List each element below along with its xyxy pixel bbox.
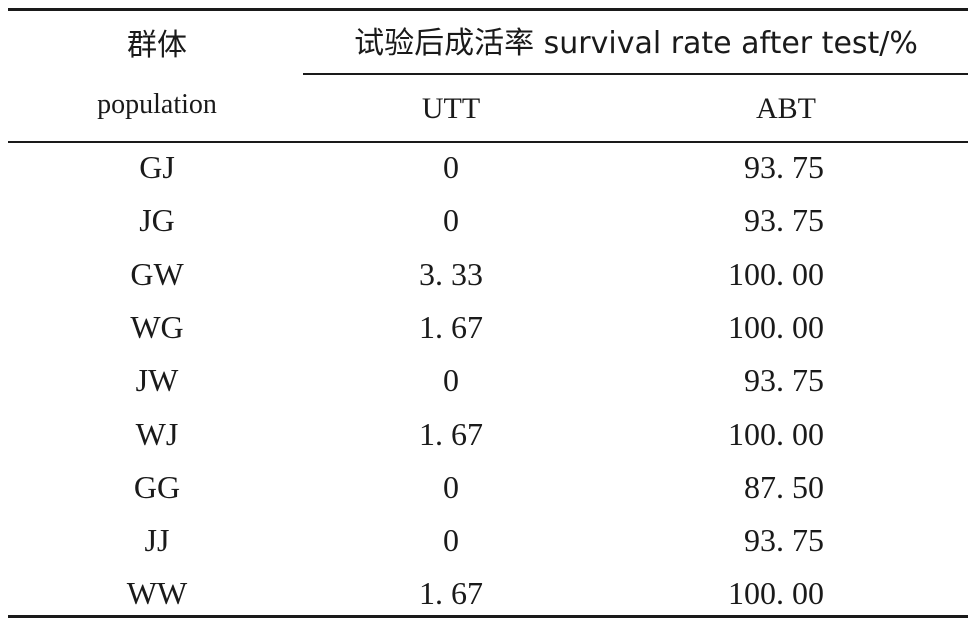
- cell-population: WG: [130, 309, 184, 345]
- cell-population: WJ: [135, 416, 179, 452]
- header-bottom-rule: [8, 141, 968, 143]
- cell-utt: 0: [443, 202, 459, 238]
- cell-population: GJ: [139, 149, 175, 185]
- cell-abt: 93. 75: [744, 522, 824, 558]
- cell-abt: 100. 00: [728, 309, 824, 345]
- cell-utt: 0: [443, 522, 459, 558]
- cell-abt: 93. 75: [744, 362, 824, 398]
- header-abt: ABT: [756, 92, 816, 125]
- cell-utt: 1. 67: [419, 575, 483, 611]
- cell-abt: 100. 00: [728, 575, 824, 611]
- cell-population: WW: [126, 575, 188, 611]
- cell-abt: 93. 75: [744, 149, 824, 185]
- header-population-en: population: [97, 89, 217, 120]
- cell-population: GG: [133, 469, 181, 505]
- cell-utt: 1. 67: [419, 416, 483, 452]
- header-utt: UTT: [421, 92, 481, 125]
- cell-population: JW: [135, 362, 179, 398]
- cell-utt: 0: [443, 469, 459, 505]
- cell-abt: 100. 00: [728, 416, 824, 452]
- cell-utt: 1. 67: [419, 309, 483, 345]
- header-population-cn: 群体: [127, 28, 187, 63]
- cell-abt: 100. 00: [728, 256, 824, 292]
- header-group-rule: [303, 73, 968, 75]
- table-bottom-rule: [8, 615, 968, 618]
- cell-population: GW: [130, 256, 184, 292]
- cell-utt: 0: [443, 362, 459, 398]
- cell-abt: 87. 50: [744, 469, 824, 505]
- header-survival-rate: 试验后成活率 survival rate after test/%: [354, 26, 918, 61]
- cell-abt: 93. 75: [744, 202, 824, 238]
- cell-population: JG: [139, 202, 175, 238]
- table-top-rule: [8, 8, 968, 11]
- cell-utt: 3. 33: [419, 256, 483, 292]
- cell-utt: 0: [443, 149, 459, 185]
- cell-population: JJ: [144, 522, 170, 558]
